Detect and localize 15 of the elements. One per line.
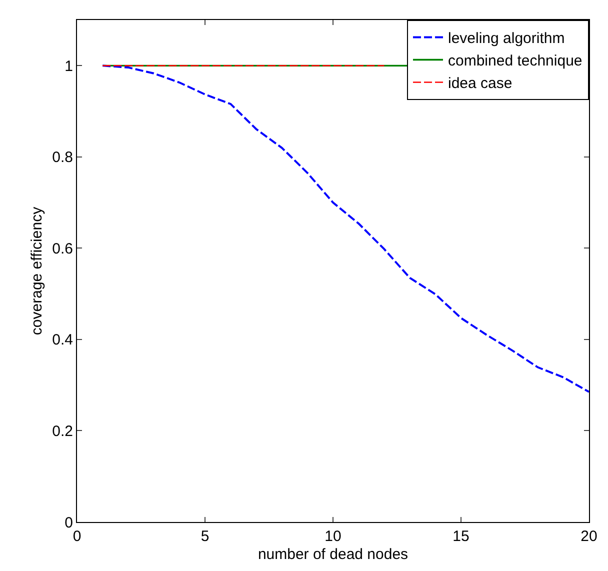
y-tick-label: 0.6 — [52, 240, 73, 258]
x-tick-label: 5 — [200, 528, 210, 545]
legend-label: idea case — [448, 75, 512, 92]
x-tick-label: 10 — [324, 528, 342, 545]
y-tick-label: 0.2 — [52, 422, 73, 440]
x-axis-title: number of dead nodes — [258, 546, 408, 563]
y-tick-label: 1 — [64, 58, 73, 75]
y-tick-label: 0.4 — [52, 332, 73, 349]
y-tick-label: 0 — [64, 514, 73, 532]
x-tick-label: 20 — [580, 528, 598, 545]
y-tick-label: 0.8 — [52, 149, 73, 166]
legend-label: leveling algorithm — [448, 30, 565, 48]
legend-label: combined technique — [448, 52, 582, 70]
x-tick-label: 15 — [452, 528, 470, 545]
y-axis-title: coverage efficiency — [28, 206, 46, 336]
